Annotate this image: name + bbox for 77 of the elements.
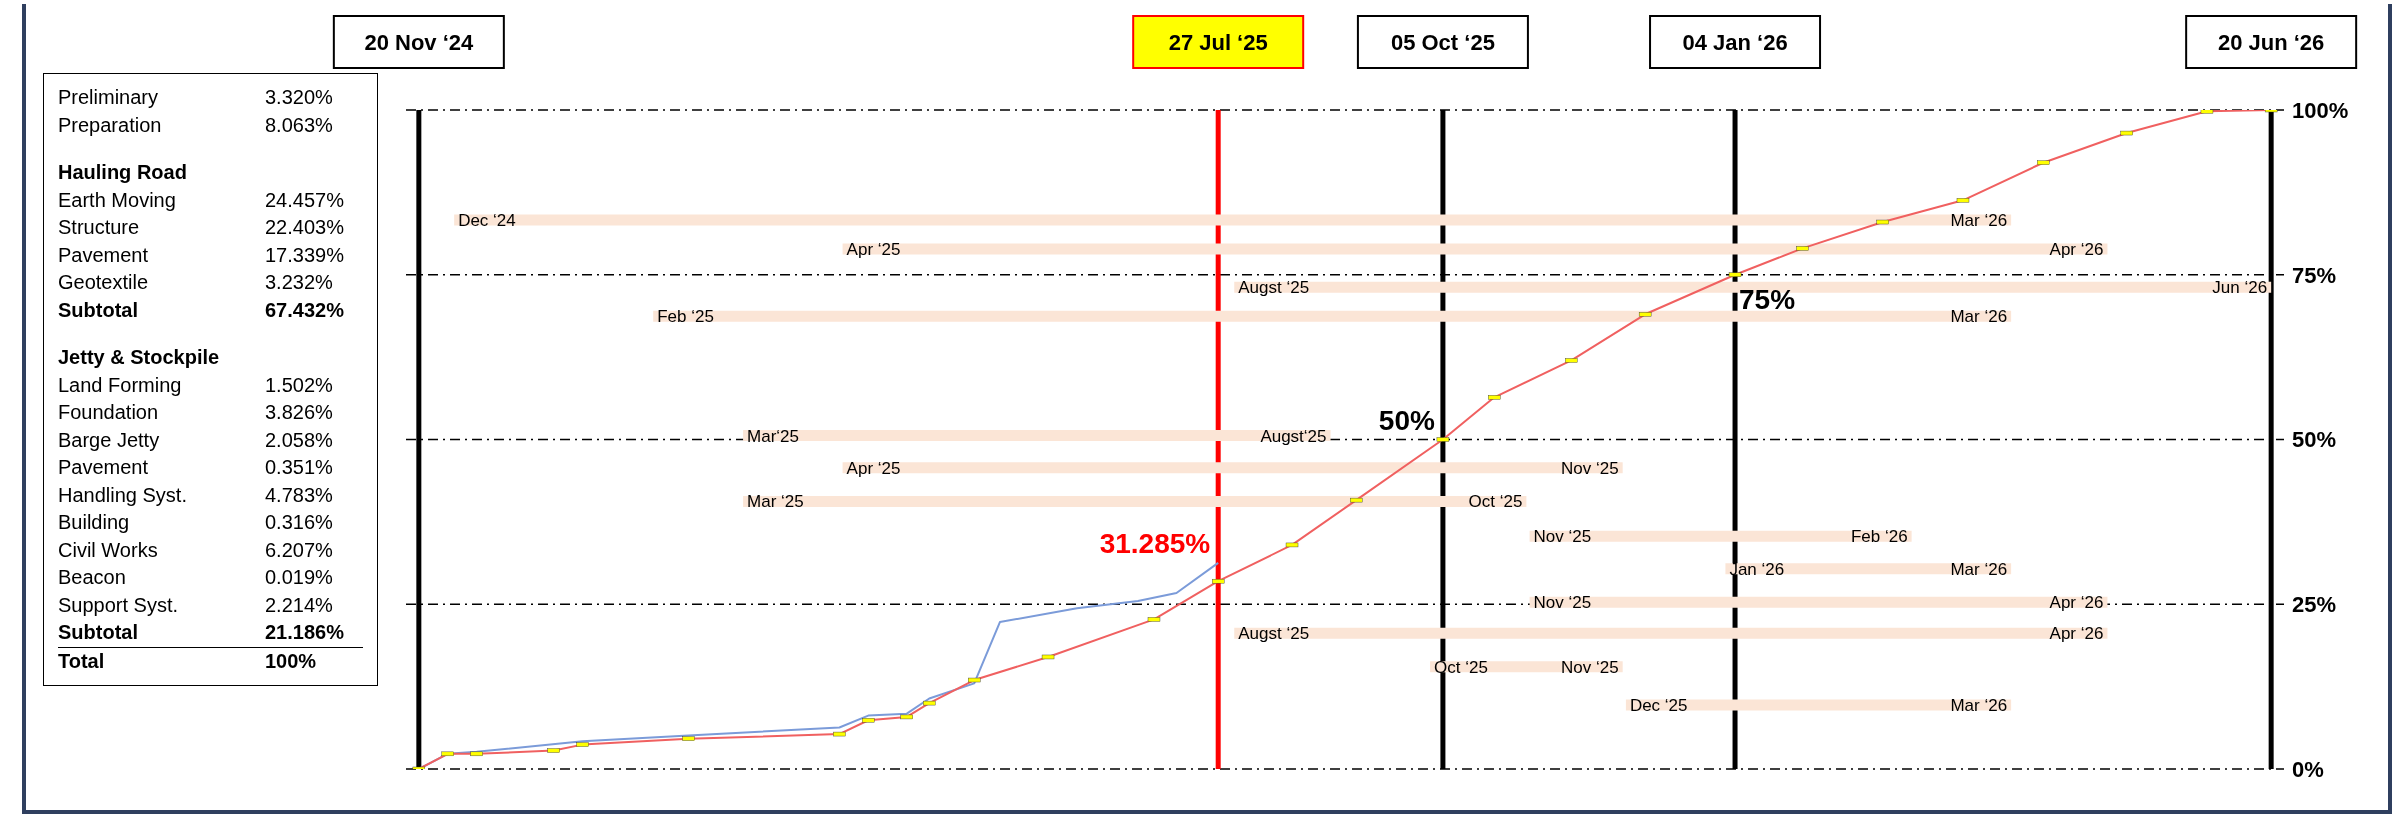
data-label: Mar ‘26	[1950, 559, 2008, 579]
data-label: Apr ‘26	[2049, 593, 2104, 613]
data-label: Dec ‘25	[1629, 696, 1688, 716]
category-label: Structure	[58, 215, 140, 240]
y-tick-label: 0%	[2292, 756, 2324, 782]
data-label: Feb ‘25	[657, 307, 714, 327]
data-label: Mar ‘25	[747, 492, 804, 512]
text: 0.019%	[265, 566, 333, 588]
text: 6.207%	[265, 538, 333, 561]
category-label: Pavement	[58, 242, 149, 268]
category-label: Preparation	[58, 112, 162, 138]
data-label: Augst ‘25	[1238, 278, 1310, 298]
annotation: 31.285%	[1099, 527, 1211, 559]
data-label: Augst ‘25	[1238, 624, 1310, 644]
data-label: Dec ‘24	[458, 211, 516, 231]
data-label: Apr ‘25	[846, 458, 901, 478]
x-tick-label: 20 Nov ‘24	[364, 30, 475, 55]
text: 2.058%	[265, 428, 333, 451]
text: 2.214%	[265, 593, 333, 616]
data-label: Mar ‘26	[1950, 211, 2008, 231]
y-tick-label: 100%	[2292, 97, 2349, 123]
category-label: Preliminary	[58, 85, 159, 110]
data-label: Feb ‘26	[1850, 527, 1908, 547]
category-label: Subtotal	[58, 297, 138, 323]
data-label: Apr ‘25	[846, 240, 901, 260]
category-label: Hauling Road	[58, 160, 187, 185]
text: 0.316%	[265, 511, 333, 533]
text: 17.339%	[265, 243, 344, 266]
data-label: Jan ‘26	[1729, 559, 1785, 579]
data-label: Mar‘25	[747, 426, 800, 446]
data-label: Augst‘25	[1260, 426, 1327, 446]
data-label: Apr ‘26	[2049, 624, 2104, 644]
category-label: Handling Syst.	[58, 482, 187, 508]
text: 21.186%	[265, 621, 344, 643]
data-label: Nov ‘25	[1561, 657, 1619, 677]
annotation: 50%	[1378, 404, 1436, 436]
category-label: Civil Works	[58, 537, 158, 563]
text: 1.502%	[265, 373, 333, 396]
y-tick-label: 50%	[2292, 427, 2337, 453]
y-tick-label: 75%	[2292, 262, 2337, 288]
x-tick-label: 27 Jul ‘25	[1168, 30, 1268, 55]
text: 3.320%	[265, 86, 333, 108]
text: 100%	[265, 649, 317, 672]
data-label: Oct ‘25	[1434, 657, 1488, 677]
data-label: Mar ‘26	[1950, 696, 2008, 716]
category-label: Beacon	[58, 565, 126, 590]
data-label: Nov ‘25	[1533, 527, 1592, 547]
x-tick-label: 20 Jun ‘26	[2217, 30, 2325, 55]
category-label: Earth Moving	[58, 187, 176, 213]
category-label: Support Syst.	[58, 592, 179, 618]
x-tick-label: 05 Oct ‘25	[1390, 30, 1495, 55]
data-label: Jun ‘26	[2212, 278, 2268, 298]
text: 3.232%	[265, 271, 333, 293]
category-label: Pavement	[58, 455, 149, 480]
category-label: Geotextile	[58, 270, 149, 295]
text: 0.351%	[265, 456, 333, 478]
category-label: Subtotal	[58, 620, 138, 645]
category-label: Building	[58, 510, 130, 535]
data-label: Oct ‘25	[1468, 492, 1523, 512]
data-label: Nov ‘25	[1561, 458, 1619, 478]
data-label: Nov ‘25	[1533, 593, 1592, 613]
text: 67.432%	[265, 298, 344, 321]
category-label: Jetty & Stockpile	[58, 345, 220, 370]
category-label: Total	[58, 648, 105, 674]
text: 3.826%	[265, 401, 333, 423]
text: 22.403%	[265, 216, 344, 238]
data-label: Mar ‘26	[1950, 307, 2008, 327]
category-label: Land Forming	[58, 372, 182, 398]
data-label: Apr ‘26	[2049, 240, 2104, 260]
category-label: Barge Jetty	[58, 427, 160, 453]
y-tick-label: 25%	[2292, 592, 2337, 618]
text: 24.457%	[265, 188, 344, 211]
x-tick-label: 04 Jan ‘26	[1682, 30, 1788, 55]
annotation: 75%	[1739, 283, 1796, 315]
text: 4.783%	[265, 483, 333, 506]
category-label: Foundation	[58, 400, 159, 425]
text: 8.063%	[265, 113, 333, 136]
